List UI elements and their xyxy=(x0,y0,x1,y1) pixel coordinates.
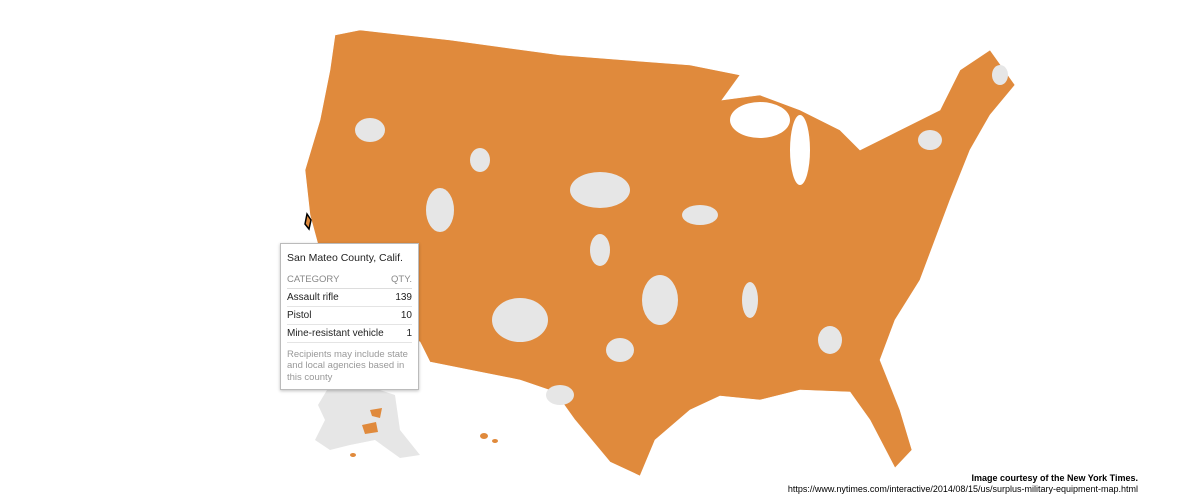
column-header: QTY. xyxy=(389,272,412,289)
quantity: 10 xyxy=(389,306,412,325)
tooltip-table: CATEGORY QTY. Assault rifle 139 Pistol 10 M… xyxy=(287,272,412,343)
alaska xyxy=(315,380,420,458)
credit-url: https://www.nytimes.com/interactive/2014… xyxy=(787,484,1138,495)
credit: Image courtesy of the New York Times. ht… xyxy=(788,473,1138,496)
category: Assault rifle xyxy=(287,288,390,307)
no-recipient-areas xyxy=(355,65,1008,405)
alaska-counties xyxy=(362,408,382,434)
category: Pistol xyxy=(287,306,390,325)
credit-title: Image courtesy of the New York Times. xyxy=(971,473,1138,483)
contiguous-us xyxy=(304,29,1016,477)
tooltip-title: San Mateo County, Calif. xyxy=(287,252,403,264)
tooltip-note: Recipients may include state and local a… xyxy=(287,349,408,383)
quantity: 1 xyxy=(389,324,412,343)
category: Mine-resistant vehicle xyxy=(287,324,390,343)
hawaii xyxy=(350,433,498,457)
quantity: 139 xyxy=(389,288,412,307)
tooltip: San Mateo County, Calif. CATEGORY QTY. As… xyxy=(280,243,419,391)
column-header: CATEGORY xyxy=(287,272,390,289)
county-marker[interactable] xyxy=(304,212,312,231)
